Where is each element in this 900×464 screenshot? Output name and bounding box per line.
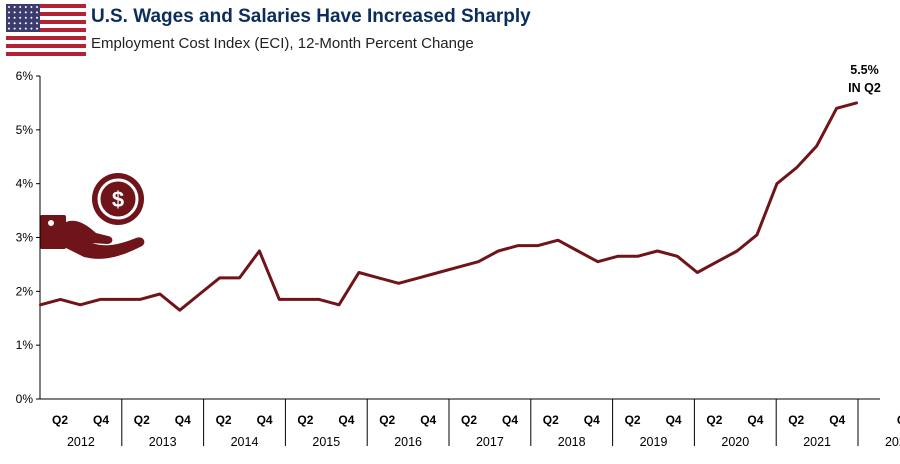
quarter-tick-label: Q4 — [93, 413, 109, 427]
quarter-tick-label: Q2 — [788, 413, 804, 427]
chart-title: U.S. Wages and Salaries Have Increased S… — [91, 6, 531, 27]
flag-star — [8, 6, 10, 8]
year-tick-label: 2020 — [721, 435, 749, 449]
dollar-coin-icon: $ — [92, 173, 144, 225]
y-tick-label: 2% — [16, 284, 34, 298]
flag-star — [13, 16, 16, 19]
flag-star — [30, 16, 33, 19]
quarter-tick-label: Q2 — [297, 413, 313, 427]
quarter-tick-label: Q2 — [216, 413, 232, 427]
flag-star — [24, 16, 27, 19]
quarter-tick-label: Q2 — [52, 413, 68, 427]
flag-star — [8, 16, 10, 19]
flag-stripe — [6, 36, 86, 40]
quarter-tick-label: Q2 — [543, 413, 559, 427]
flag-star — [24, 11, 27, 14]
flag-star — [8, 22, 10, 25]
quarter-tick-label: Q4 — [420, 413, 436, 427]
quarter-tick-label: Q4 — [175, 413, 191, 427]
year-tick-label: 2022 — [885, 435, 900, 449]
y-tick-label: 5% — [16, 123, 34, 137]
flag-star — [30, 27, 33, 30]
hand-with-coin-illustration: $ — [40, 173, 145, 259]
flag-star — [36, 6, 38, 8]
quarter-tick-label: Q4 — [502, 413, 518, 427]
year-tick-label: 2018 — [558, 435, 586, 449]
y-tick-label: 3% — [16, 231, 34, 245]
hand-icon — [40, 215, 145, 259]
annotation-value: 5.5% — [850, 63, 879, 77]
y-tick-label: 6% — [16, 69, 34, 83]
flag-star — [13, 11, 16, 14]
flag-star — [19, 27, 22, 30]
flag-stripe — [6, 28, 86, 32]
flag-star — [19, 6, 22, 8]
flag-star — [19, 22, 22, 25]
flag-stripe — [6, 52, 86, 56]
flag-star — [13, 6, 16, 8]
flag-star — [36, 16, 38, 19]
quarter-tick-label: Q2 — [134, 413, 150, 427]
flag-stripe — [6, 44, 86, 48]
year-tick-label: 2015 — [312, 435, 340, 449]
quarter-tick-label: Q4 — [338, 413, 354, 427]
flag-star — [19, 11, 22, 14]
quarter-tick-label: Q4 — [829, 413, 845, 427]
flag-star — [8, 11, 10, 14]
quarter-tick-label: Q2 — [706, 413, 722, 427]
flag-star — [8, 27, 10, 30]
quarter-tick-label: Q4 — [666, 413, 682, 427]
flag-star — [36, 22, 38, 25]
year-tick-label: 2021 — [803, 435, 831, 449]
flag-star — [13, 22, 16, 25]
flag-star — [24, 6, 27, 8]
flag-star — [30, 6, 33, 8]
year-tick-label: 2013 — [149, 435, 177, 449]
year-tick-label: 2014 — [231, 435, 259, 449]
quarter-tick-label: Q2 — [379, 413, 395, 427]
flag-star — [24, 22, 27, 25]
flag-star — [30, 22, 33, 25]
eci-series-line — [39, 101, 858, 312]
flag-star — [36, 27, 38, 30]
flag-stripe — [6, 4, 86, 8]
us-flag-icon — [6, 4, 86, 56]
svg-text:$: $ — [112, 187, 124, 212]
quarter-tick-label: Q4 — [584, 413, 600, 427]
flag-star — [24, 27, 27, 30]
quarter-tick-label: Q4 — [747, 413, 763, 427]
flag-stripe — [6, 12, 86, 16]
quarter-tick-label: Q2 — [625, 413, 641, 427]
chart-subtitle: Employment Cost Index (ECI), 12-Month Pe… — [91, 35, 474, 52]
y-tick-label: 1% — [16, 338, 34, 352]
flag-star — [13, 27, 16, 30]
quarter-tick-label: Q2 — [461, 413, 477, 427]
annotation-period: IN Q2 — [848, 81, 881, 95]
y-tick-label: 4% — [16, 177, 34, 191]
year-tick-label: 2017 — [476, 435, 504, 449]
year-tick-label: 2019 — [640, 435, 668, 449]
flag-star — [36, 11, 38, 14]
quarter-tick-label: Q2 — [897, 413, 900, 427]
quarter-tick-label: Q4 — [257, 413, 273, 427]
flag-star — [19, 16, 22, 19]
year-tick-label: 2012 — [67, 435, 95, 449]
year-tick-label: 2016 — [394, 435, 422, 449]
flag-stripe — [6, 20, 86, 24]
flag-star — [30, 11, 33, 14]
y-tick-label: 0% — [16, 392, 34, 406]
